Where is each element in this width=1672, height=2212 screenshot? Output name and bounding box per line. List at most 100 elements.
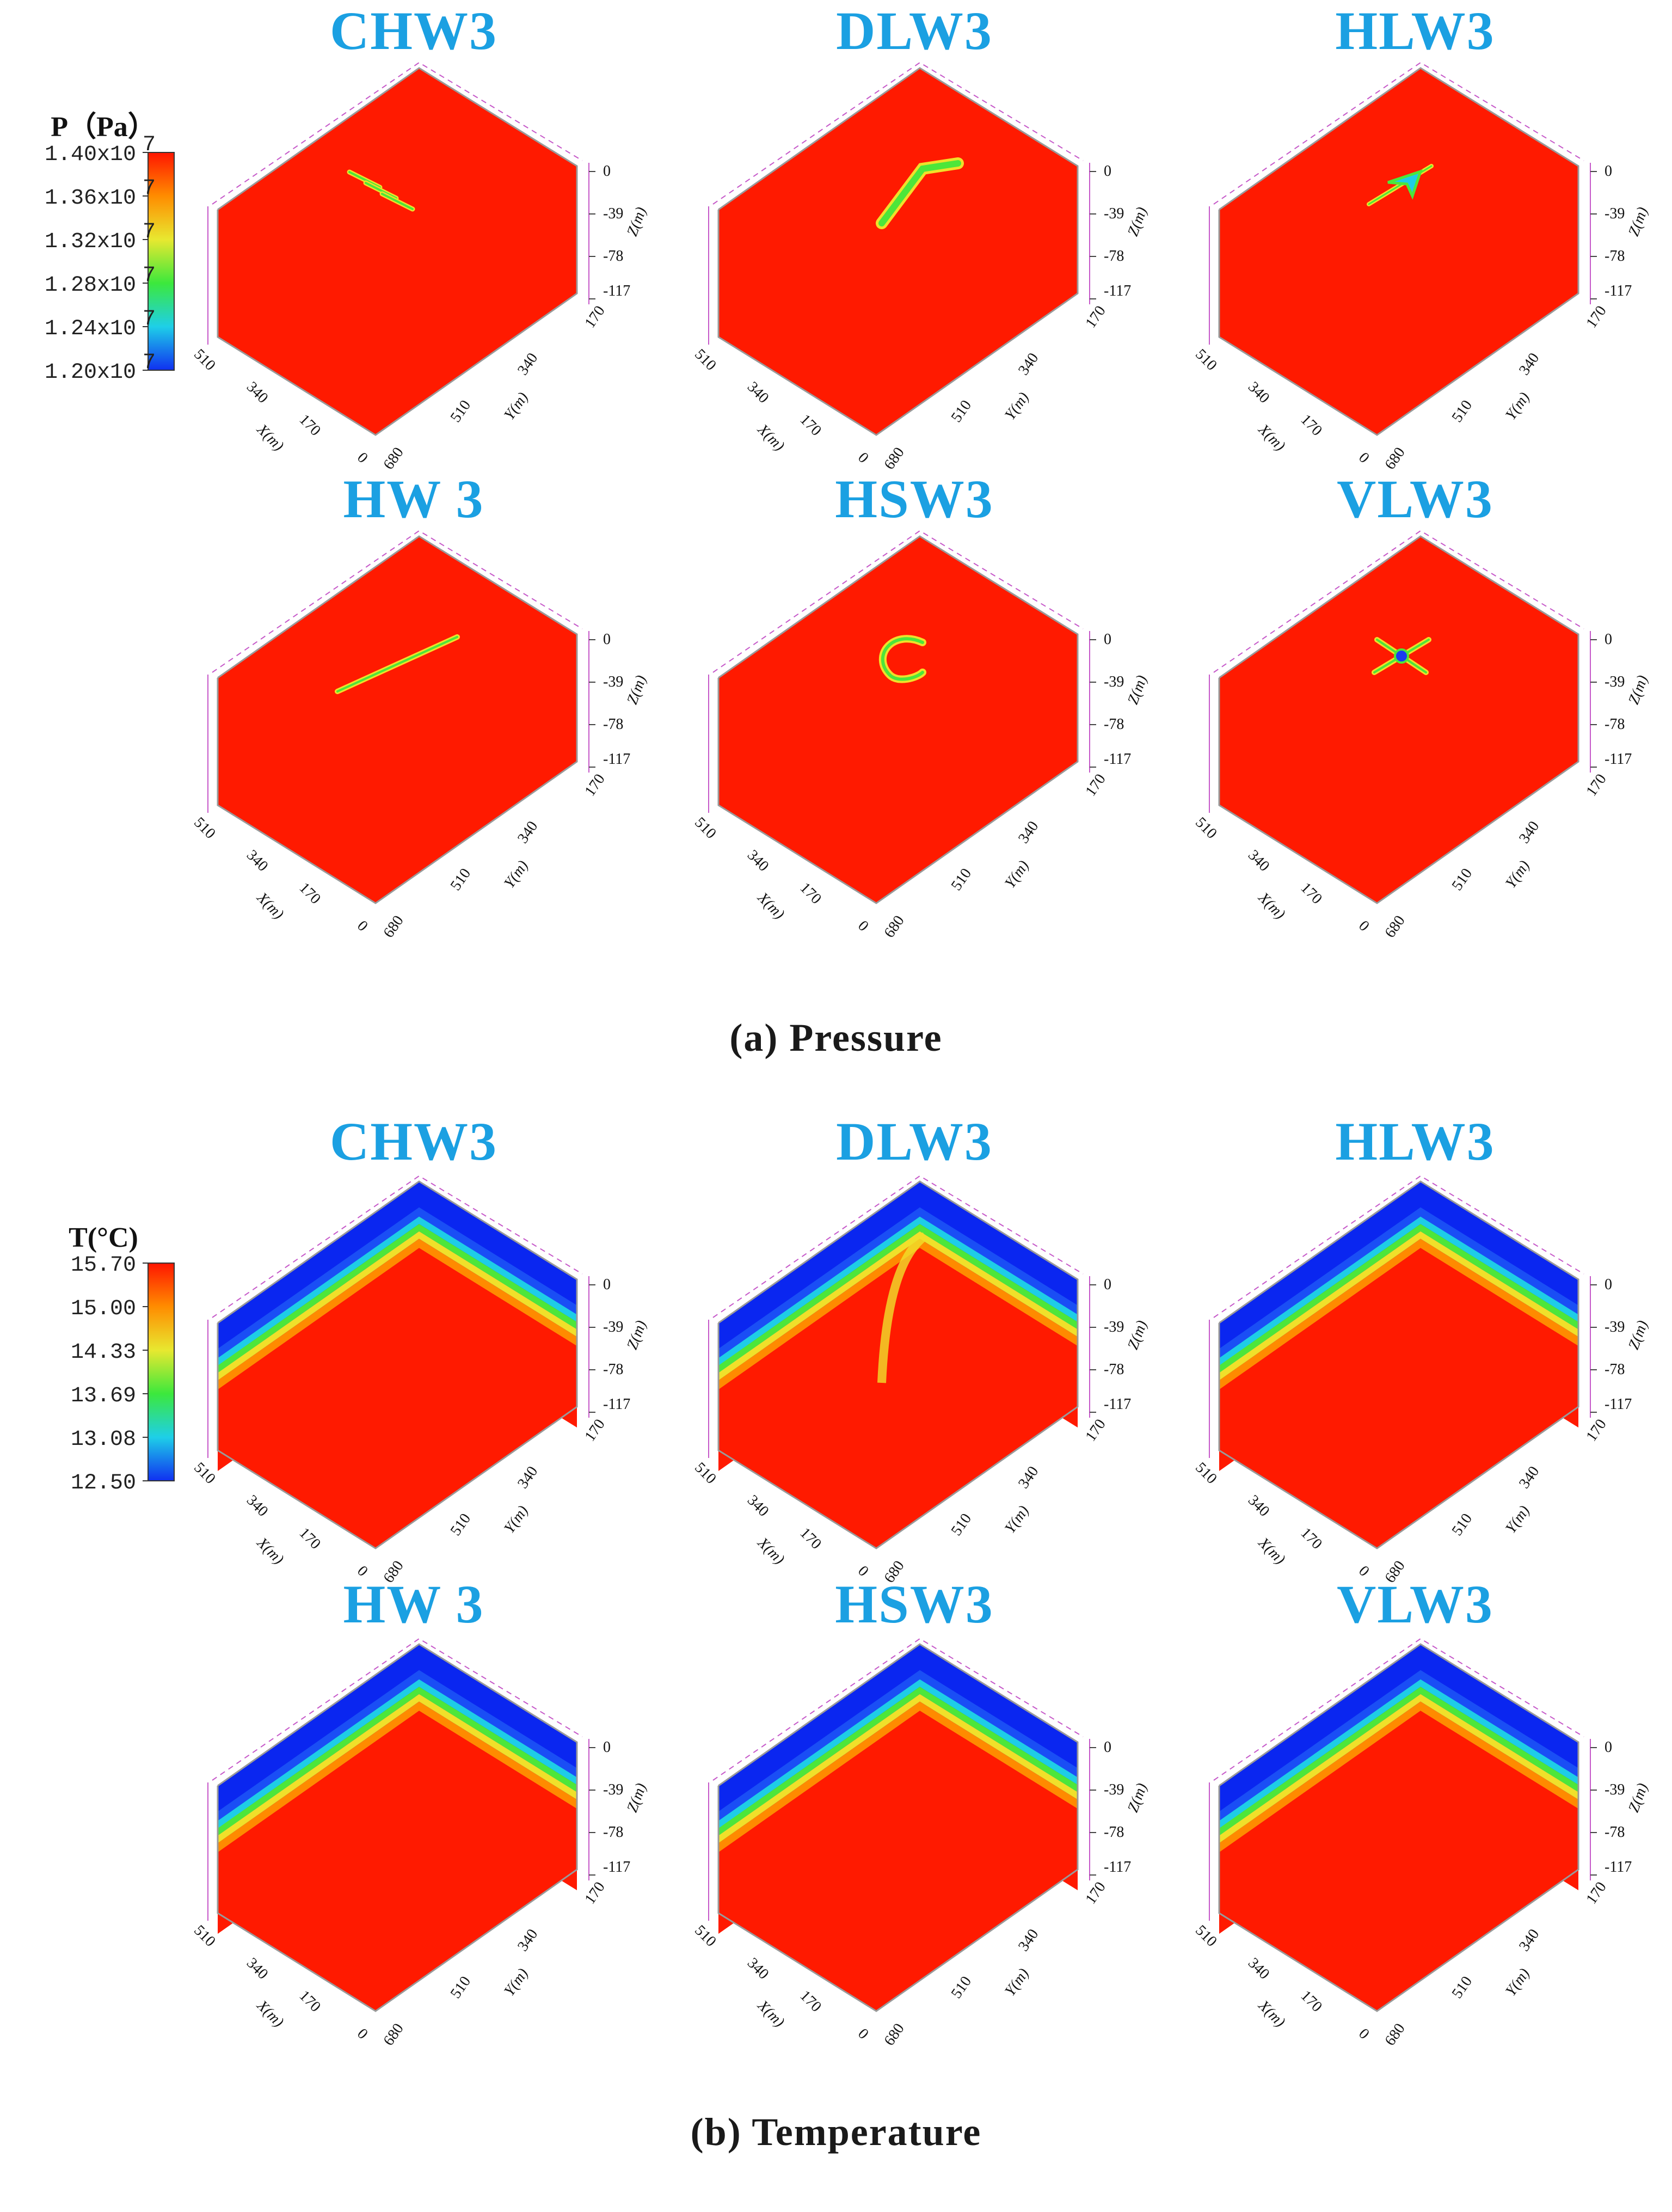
x-tick-label: 0 (1355, 449, 1373, 467)
y-axis-label: Y(m) (1001, 389, 1032, 423)
z-tick-label: -78 (1104, 1824, 1124, 1841)
x-tick-label: 510 (190, 346, 219, 374)
x-axis-label: X(m) (253, 1534, 287, 1568)
x-tick-label: 510 (190, 814, 219, 842)
panel-title: CHW3 (330, 1111, 497, 1172)
x-axis-label: X(m) (253, 421, 287, 455)
legend-tick-label: 1.32x10 (45, 230, 136, 254)
temperature-band (718, 1181, 1078, 1349)
y-tick-label: 170 (1583, 1879, 1609, 1907)
temperature-legend: T(°C)15.70 15.00 14.33 13.69 13.08 12.50 (69, 1222, 175, 1496)
well-horizontal-core (336, 636, 458, 693)
z-axis-label: Z(m) (1124, 1318, 1151, 1352)
y-tick-label: 510 (1449, 397, 1476, 425)
panel-title: HLW3 (1335, 1, 1495, 61)
box-outline (1218, 1180, 1579, 1549)
legend-title: T(°C) (69, 1222, 138, 1253)
z-tick-label: -78 (1605, 1361, 1625, 1378)
x-tick-label: 340 (1245, 1954, 1273, 1983)
y-tick-label: 170 (581, 1416, 608, 1444)
section-caption: (b) Temperature (691, 2110, 982, 2154)
x-tick-label: 510 (691, 346, 720, 374)
axis-frame (712, 1175, 1084, 1318)
z-tick-label: -78 (1104, 1361, 1124, 1378)
y-tick-label: 680 (380, 912, 407, 941)
y-tick-label: 510 (447, 1973, 474, 2001)
x-tick-label: 170 (296, 1524, 324, 1553)
z-axis-label: Z(m) (1625, 1781, 1651, 1815)
y-tick-label: 170 (1082, 303, 1109, 331)
pressure-field (718, 536, 1078, 903)
z-tick-label: -78 (603, 248, 623, 265)
z-tick-label: 0 (1605, 1739, 1612, 1756)
colorbar (147, 1263, 175, 1481)
z-tick-label: 0 (1104, 163, 1111, 180)
y-tick-label: 170 (581, 303, 608, 331)
z-tick-label: -78 (1605, 1824, 1625, 1841)
panel-title: DLW3 (836, 1111, 993, 1172)
y-tick-label: 340 (514, 1463, 541, 1492)
box-outline (217, 535, 578, 904)
z-tick-label: -117 (603, 283, 630, 299)
z-tick-label: -39 (1605, 1781, 1625, 1798)
z-tick-label: -39 (1104, 1319, 1124, 1335)
legend-tick-exponent: 7 (143, 133, 156, 157)
axis-frame (1213, 1175, 1584, 1318)
z-tick-label: -117 (1605, 283, 1632, 299)
box-outline (717, 1643, 1079, 2012)
z-axis-label: Z(m) (624, 1781, 650, 1815)
z-tick-label: -39 (1605, 205, 1625, 222)
z-tick-label: -117 (1104, 1396, 1131, 1413)
x-tick-label: 170 (797, 411, 825, 439)
x-tick-label: 0 (354, 449, 371, 467)
y-tick-label: 510 (948, 1510, 975, 1539)
z-tick-label: -78 (1605, 248, 1625, 265)
z-tick-label: -39 (603, 1319, 623, 1335)
box-outline (717, 535, 1079, 904)
pressure-field (718, 68, 1078, 435)
y-tick-label: 680 (881, 2020, 907, 2049)
well-center (1394, 648, 1409, 664)
x-tick-label: 170 (1298, 411, 1326, 439)
y-tick-label: 340 (514, 818, 541, 847)
z-axis-label: Z(m) (624, 673, 650, 707)
z-tick-label: 0 (603, 163, 611, 180)
x-tick-label: 170 (1298, 1987, 1326, 2015)
panel-title: VLW3 (1337, 1574, 1493, 1634)
x-tick-label: 510 (1192, 1922, 1220, 1950)
z-tick-label: -117 (1605, 751, 1632, 768)
z-axis-label: Z(m) (1625, 673, 1651, 707)
temperature-warm-fill (718, 1711, 1078, 2011)
y-tick-label: 510 (948, 1973, 975, 2001)
well-lateral-core (381, 193, 414, 210)
z-tick-label: -117 (603, 751, 630, 768)
temperature-warm-fill (1219, 1248, 1578, 1548)
panel-pressure-hlw: 0-39-78-117Z(m)5103401700X(m)68051034017… (1192, 62, 1651, 473)
z-tick-label: 0 (1605, 631, 1612, 648)
x-tick-label: 170 (797, 1987, 825, 2015)
z-tick-label: -39 (1104, 205, 1124, 222)
x-tick-label: 340 (243, 1492, 272, 1520)
z-tick-label: -78 (1104, 716, 1124, 733)
z-axis-label: Z(m) (1124, 1781, 1151, 1815)
temperature-band (218, 1644, 577, 1812)
panel-temperature-hlw: 0-39-78-117Z(m)5103401700X(m)68051034017… (1192, 1175, 1651, 1586)
y-axis-label: Y(m) (1001, 857, 1032, 891)
z-tick-label: -39 (1104, 1781, 1124, 1798)
z-tick-label: -39 (1605, 673, 1625, 690)
x-axis-label: X(m) (1255, 1997, 1288, 2031)
x-axis-label: X(m) (253, 1997, 287, 2031)
panel-title: HW 3 (343, 469, 484, 529)
panel-title: VLW3 (1337, 469, 1493, 529)
panel-temperature-vlw: 0 -39 -78 -117 Z(m) 510 340 170 0 X(m) 680 510 340 17… (1192, 1638, 1651, 2049)
temperature-band (218, 1181, 577, 1349)
x-tick-label: 170 (296, 879, 324, 908)
x-tick-label: 170 (797, 879, 825, 908)
x-tick-label: 0 (1355, 917, 1373, 935)
y-tick-label: 340 (1516, 1463, 1542, 1492)
axis-frame (212, 1175, 583, 1318)
z-tick-label: -78 (1104, 248, 1124, 265)
x-tick-label: 340 (744, 378, 772, 407)
y-axis-label: Y(m) (501, 857, 532, 891)
